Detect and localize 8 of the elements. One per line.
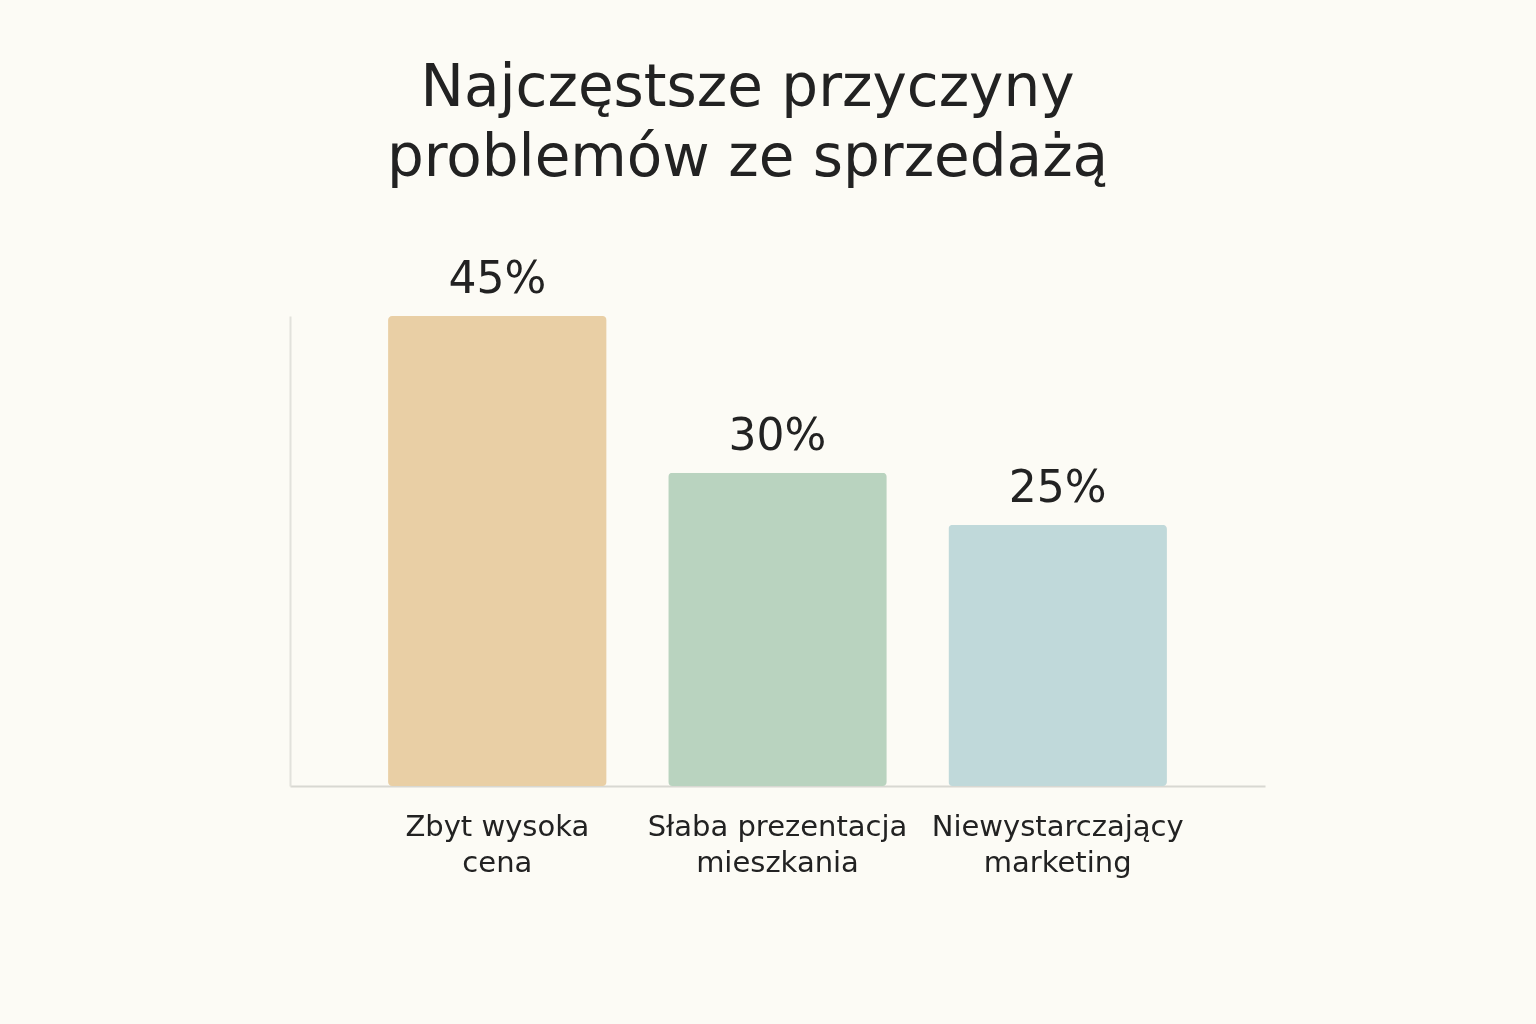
text: Najczęstsze przyczyny bbox=[420, 52, 1075, 120]
data-label: 45% bbox=[448, 252, 547, 303]
text: problemów ze sprzedażą bbox=[386, 122, 1109, 190]
x-tick-label: Niewystarczający marketing bbox=[931, 808, 1184, 879]
x-tick-label: Słaba prezentacja mieszkania bbox=[647, 808, 908, 879]
x-tick-label: Zbyt wysoka cena bbox=[405, 808, 590, 879]
data-label: 30% bbox=[728, 408, 827, 460]
data-label: 25% bbox=[1008, 460, 1107, 512]
